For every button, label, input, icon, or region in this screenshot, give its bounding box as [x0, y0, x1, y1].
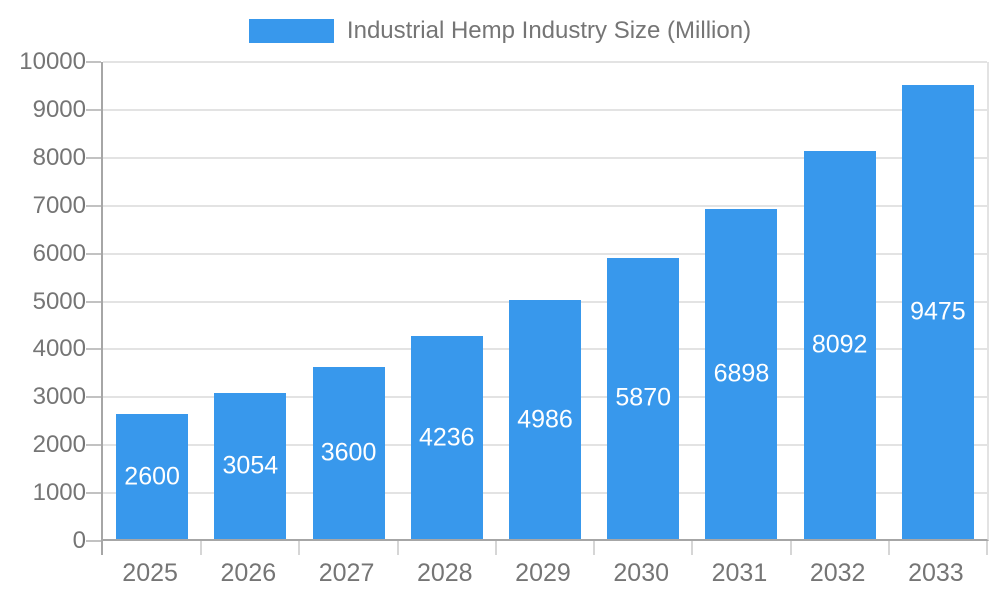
- bar-2027[interactable]: 3600: [312, 366, 385, 539]
- x-axis-label: 2031: [711, 559, 768, 587]
- bar-value-label: 8092: [811, 330, 868, 359]
- y-axis-label: 8000: [32, 143, 86, 171]
- y-axis-label: 1000: [32, 479, 86, 507]
- bar-value-label: 3054: [222, 451, 279, 480]
- y-axis-tick: [86, 300, 101, 303]
- x-axis-label: 2027: [318, 559, 375, 587]
- bar-value-label: 5870: [615, 383, 672, 412]
- y-axis-label: 6000: [32, 239, 86, 267]
- y-axis-tick: [86, 156, 101, 159]
- bar-value-label: 4986: [517, 405, 573, 434]
- y-axis-tick: [86, 348, 101, 351]
- gridline: [103, 108, 987, 111]
- y-axis-tick: [86, 61, 101, 63]
- gridline: [103, 61, 987, 63]
- bar-2029[interactable]: 4986: [509, 300, 581, 539]
- x-axis-tick: [593, 541, 596, 555]
- bar-2026[interactable]: 3054: [214, 392, 287, 539]
- x-axis-tick: [986, 541, 988, 555]
- x-axis-tick: [691, 541, 694, 555]
- y-axis-tick: [86, 252, 101, 255]
- y-axis-tick: [86, 396, 101, 399]
- gridline: [103, 156, 987, 159]
- x-axis-tick: [494, 541, 497, 555]
- y-axis-tick: [86, 492, 101, 495]
- x-axis-tick: [298, 541, 301, 555]
- bar-2030[interactable]: 5870: [607, 257, 680, 539]
- bar-2031[interactable]: 6898: [705, 208, 778, 539]
- y-axis-tick: [86, 204, 101, 207]
- legend-item[interactable]: Industrial Hemp Industry Size (Million): [0, 17, 1000, 45]
- bar-value-label: 4236: [418, 423, 475, 452]
- y-axis-label: 0: [72, 527, 86, 554]
- x-axis-tick: [200, 541, 203, 555]
- y-axis-label: 5000: [32, 287, 86, 315]
- bar-2033[interactable]: 9475: [901, 85, 974, 539]
- gridline: [103, 204, 987, 207]
- legend-label: Industrial Hemp Industry Size (Million): [346, 17, 752, 44]
- x-axis-label: 2025: [122, 559, 178, 587]
- x-axis-tick: [396, 541, 399, 555]
- bar-2032[interactable]: 8092: [803, 151, 876, 539]
- y-axis-extension-tick: [101, 541, 103, 555]
- y-axis-tick: [86, 540, 101, 542]
- x-axis-label: 2028: [416, 559, 473, 587]
- bar-2025[interactable]: 2600: [116, 414, 189, 539]
- plot-area: 2600 3054 3600 4236 4986 5870 6898 8092 9475: [101, 61, 989, 555]
- x-axis-label: 2030: [613, 559, 670, 587]
- x-axis-label: 2033: [908, 559, 964, 587]
- y-axis-label: 7000: [32, 191, 86, 219]
- x-axis-tick: [789, 541, 792, 555]
- bar-value-label: 2600: [124, 462, 180, 491]
- y-axis-label: 9000: [32, 95, 86, 123]
- bar-value-label: 3600: [320, 438, 377, 467]
- x-axis-tick: [887, 541, 890, 555]
- y-axis-label: 2000: [32, 431, 86, 459]
- y-axis-tick: [86, 108, 101, 111]
- gridline: [103, 252, 987, 255]
- x-axis-label: 2032: [809, 559, 866, 587]
- bar-2028[interactable]: 4236: [410, 336, 483, 539]
- bar-value-label: 6898: [713, 359, 770, 388]
- y-axis-tick: [86, 444, 101, 447]
- x-axis-label: 2029: [515, 559, 571, 587]
- y-axis-label: 4000: [32, 335, 86, 363]
- y-axis-label: 3000: [32, 383, 86, 411]
- bar-value-label: 9475: [910, 297, 966, 326]
- legend-swatch: [248, 19, 334, 43]
- x-axis-label: 2026: [220, 559, 277, 587]
- y-axis-label: 10000: [19, 48, 86, 75]
